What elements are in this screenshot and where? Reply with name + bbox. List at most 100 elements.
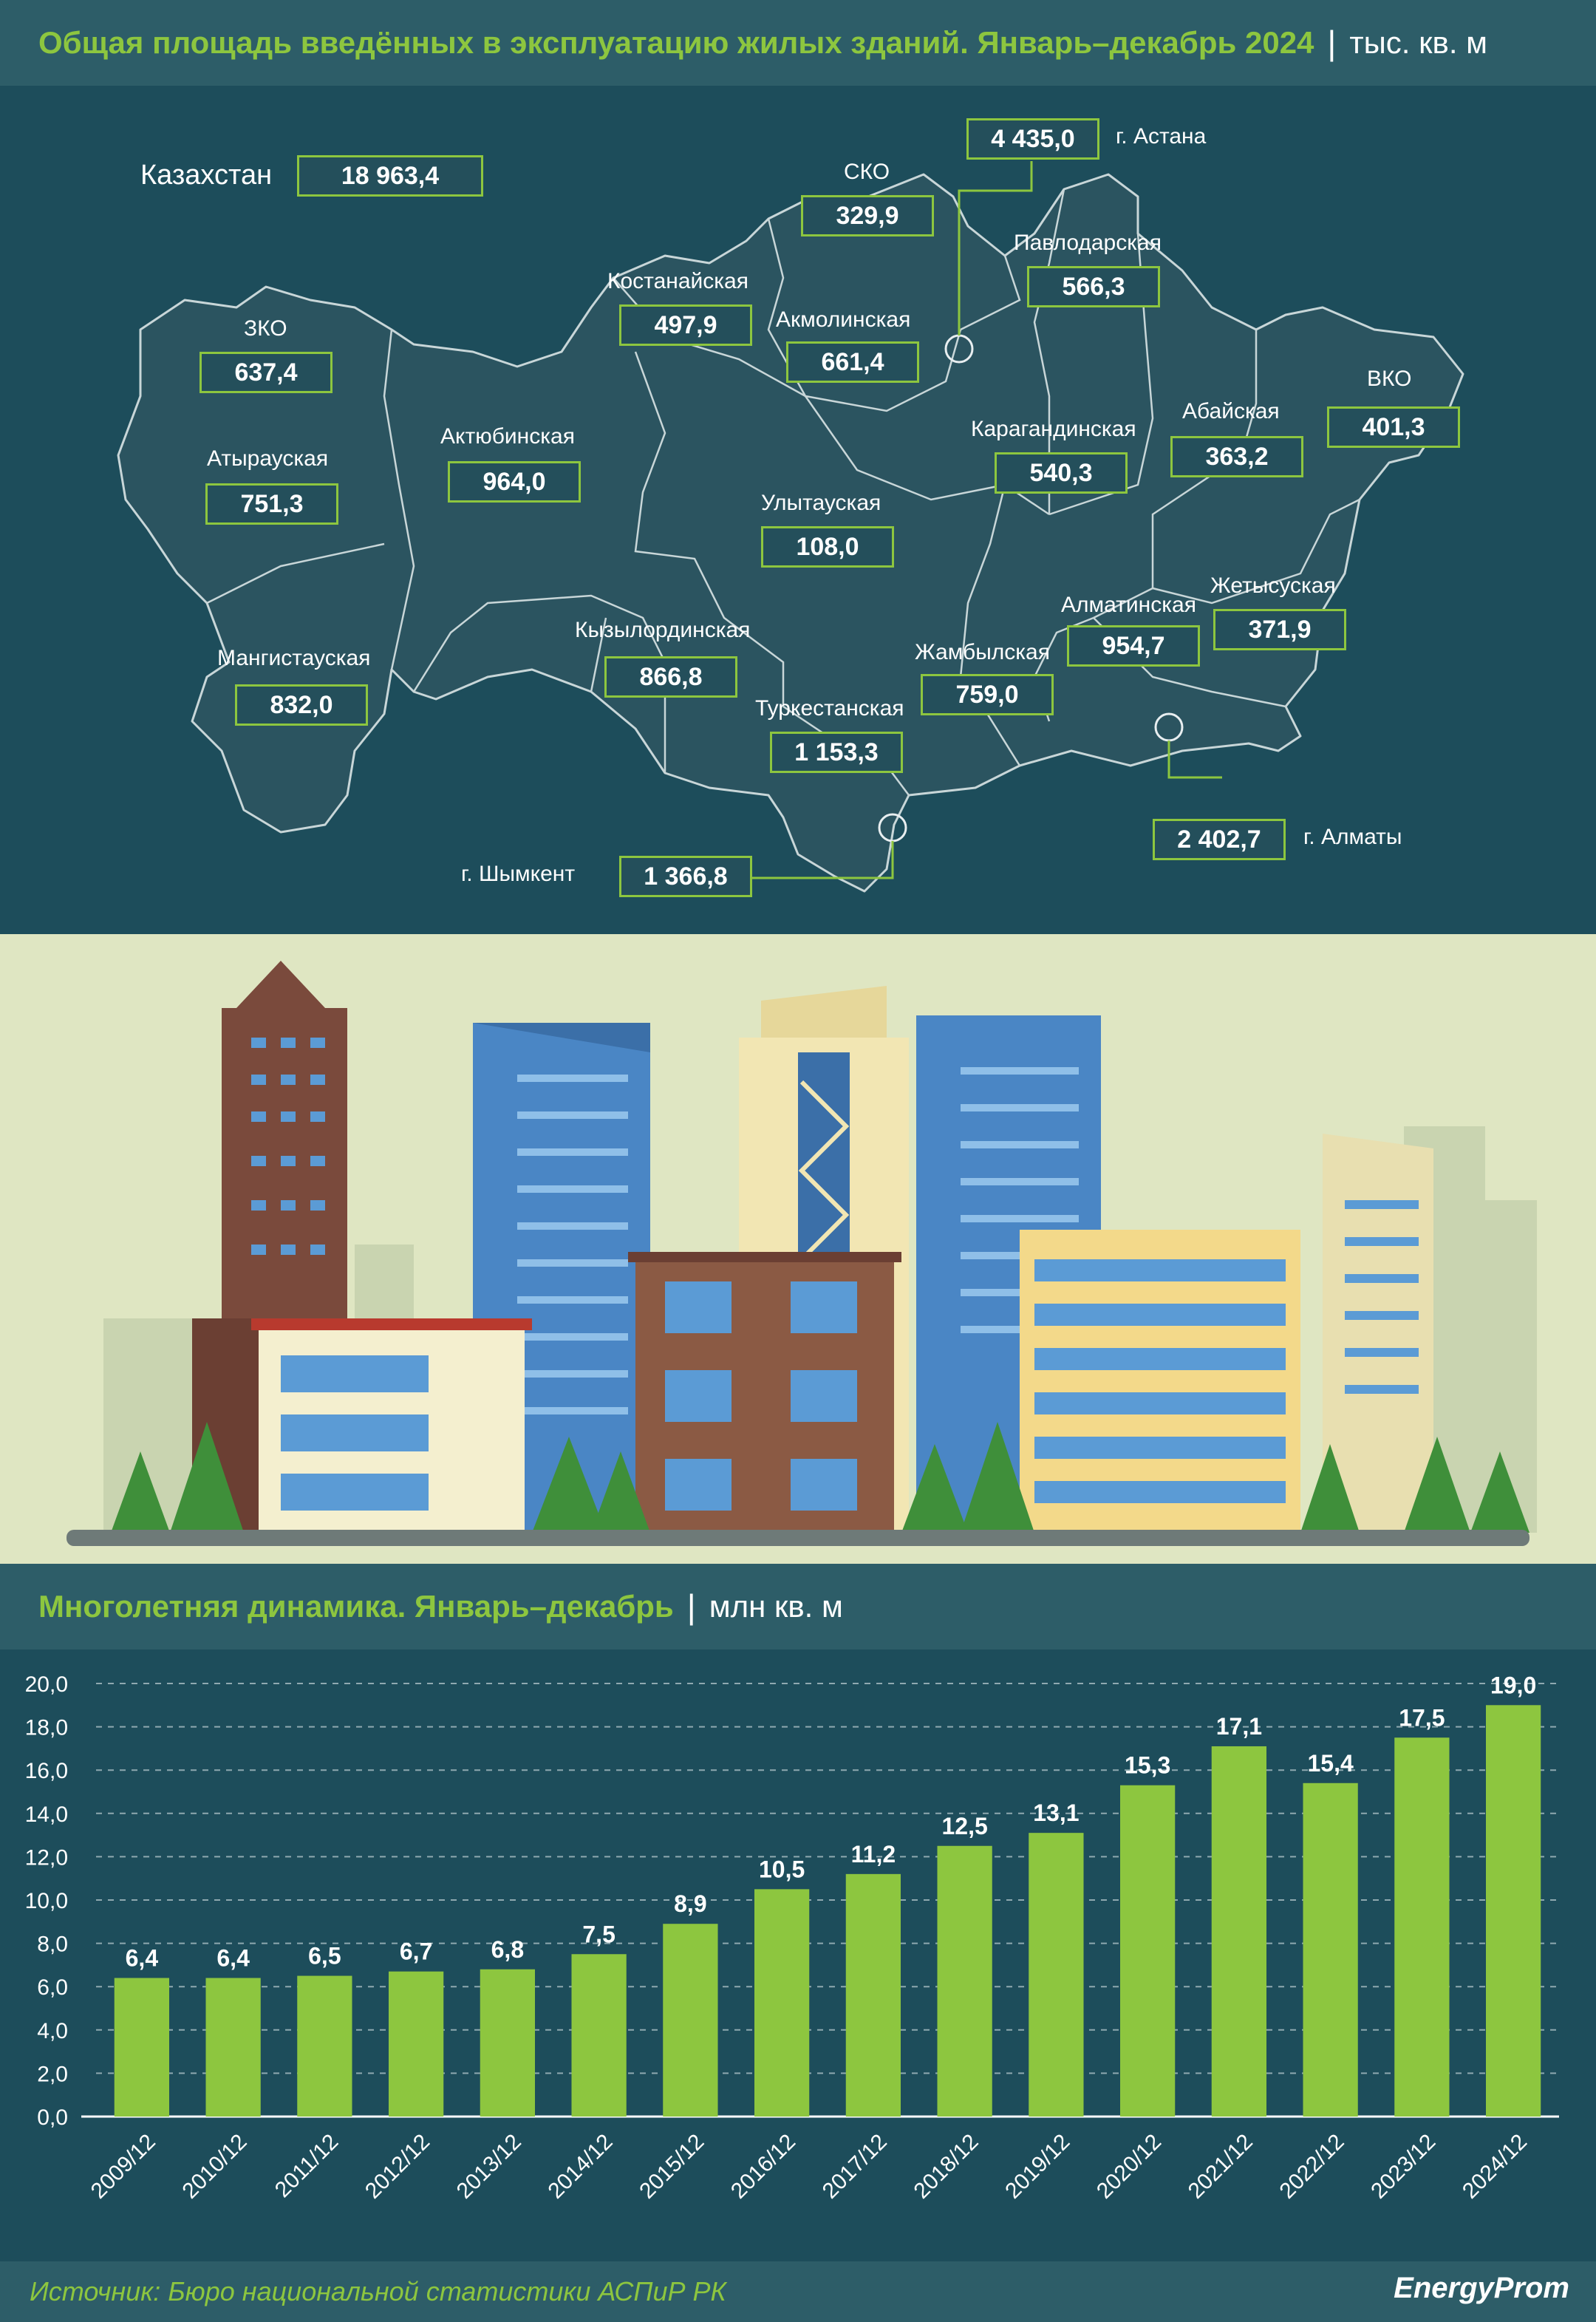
bar-value-label: 8,9 <box>674 1890 706 1917</box>
x-tick-label: 2017/12 <box>818 2130 892 2204</box>
region-value-aktobe: 964,0 <box>448 461 581 503</box>
bar <box>297 1975 352 2117</box>
region-value-shymkent: 1 366,8 <box>619 856 752 897</box>
region-name-shymkent: г. Шымкент <box>461 862 576 886</box>
region-name-kyzylorda: Кызылординская <box>575 618 751 642</box>
region-name-atyrau: Атырауская <box>207 446 329 471</box>
x-tick-label: 2018/12 <box>910 2130 983 2204</box>
region-value-kyzylorda: 866,8 <box>604 656 737 698</box>
title-separator: | <box>1327 24 1337 62</box>
bar-value-label: 6,8 <box>491 1936 524 1963</box>
source-note: Источник: Бюро национальной статистики А… <box>30 2276 726 2306</box>
region-name-zko: ЗКО <box>244 316 287 341</box>
bar-value-label: 17,1 <box>1216 1713 1262 1740</box>
region-value-zhambyl: 759,0 <box>921 674 1054 715</box>
dynamics-title: Многолетняя динамика. Январь–декабрь <box>38 1589 674 1624</box>
region-value-mangystau: 832,0 <box>235 684 368 726</box>
region-value-karaganda: 540,3 <box>995 452 1128 494</box>
y-tick-label: 8,0 <box>37 1933 68 1957</box>
bar-value-label: 17,5 <box>1399 1704 1445 1731</box>
region-name-karaganda: Карагандинская <box>971 417 1136 441</box>
bar <box>754 1889 810 2117</box>
y-tick-label: 18,0 <box>25 1716 68 1740</box>
bar-value-label: 15,4 <box>1307 1750 1353 1777</box>
footer: Источник: Бюро национальной статистики А… <box>0 2261 1596 2322</box>
dynamics-unit: млн кв. м <box>709 1589 843 1624</box>
y-tick-label: 10,0 <box>25 1889 68 1913</box>
region-name-sko: СКО <box>844 160 890 184</box>
bar <box>205 1978 261 2117</box>
x-tick-label: 2023/12 <box>1366 2130 1440 2204</box>
x-tick-label: 2014/12 <box>544 2130 618 2204</box>
title-bar: Общая площадь введённых в эксплуатацию ж… <box>0 0 1596 86</box>
page-title: Общая площадь введённых в эксплуатацию ж… <box>38 25 1314 60</box>
y-tick-label: 6,0 <box>37 1975 68 2000</box>
region-name-pavlodar: Павлодарская <box>1014 231 1162 255</box>
bar <box>1120 1785 1176 2117</box>
region-value-almaty-city: 2 402,7 <box>1153 819 1286 860</box>
x-tick-label: 2010/12 <box>178 2130 252 2204</box>
y-tick-label: 0,0 <box>37 2105 68 2130</box>
bar-value-label: 6,4 <box>216 1944 250 1971</box>
region-value-akmola: 661,4 <box>786 341 919 383</box>
region-value-sko: 329,9 <box>801 195 934 236</box>
bar <box>663 1924 718 2117</box>
bar-value-label: 11,2 <box>851 1841 896 1868</box>
kazakhstan-label: Казахстан <box>140 160 273 191</box>
region-name-ulytau: Улытауская <box>761 491 881 515</box>
x-tick-label: 2019/12 <box>1000 2130 1074 2204</box>
region-value-zko: 637,4 <box>200 352 332 393</box>
bar-value-label: 19,0 <box>1490 1672 1536 1698</box>
bar <box>1211 1746 1266 2117</box>
y-tick-label: 14,0 <box>25 1802 68 1827</box>
bar <box>845 1873 901 2117</box>
region-name-almaty-city: г. Алматы <box>1303 825 1402 849</box>
bar <box>480 1969 535 2117</box>
region-name-turkestan: Туркестанская <box>755 696 904 721</box>
x-tick-label: 2012/12 <box>361 2130 434 2204</box>
x-tick-label: 2016/12 <box>726 2130 800 2204</box>
bar <box>114 1978 169 2117</box>
bar-value-label: 6,4 <box>126 1944 159 1971</box>
y-tick-label: 2,0 <box>37 2062 68 2086</box>
dynamics-title-bar: Многолетняя динамика. Январь–декабрь | м… <box>0 1564 1596 1649</box>
y-tick-label: 16,0 <box>25 1759 68 1783</box>
region-value-atyrau: 751,3 <box>205 483 338 525</box>
x-tick-label: 2024/12 <box>1458 2130 1532 2204</box>
x-tick-label: 2011/12 <box>270 2130 343 2202</box>
x-tick-label: 2013/12 <box>452 2130 526 2204</box>
y-tick-label: 20,0 <box>25 1672 68 1697</box>
region-name-abay: Абайская <box>1182 399 1280 423</box>
region-value-zhetysu: 371,9 <box>1213 609 1346 650</box>
city-skyline-illustration <box>66 961 1537 1546</box>
bar-value-label: 6,5 <box>308 1943 341 1969</box>
dynamics-title-separator: | <box>686 1587 696 1626</box>
x-tick-label: 2020/12 <box>1092 2130 1166 2204</box>
brand-logo: EnergyProm <box>1394 2272 1569 2304</box>
bar <box>1486 1705 1541 2117</box>
bar <box>937 1845 992 2117</box>
region-name-kostanay: Костанайская <box>607 269 748 293</box>
region-name-aktobe: Актюбинская <box>440 424 575 449</box>
x-tick-label: 2022/12 <box>1275 2130 1349 2204</box>
bar-value-label: 10,5 <box>759 1856 805 1882</box>
bar <box>571 1954 627 2117</box>
city-illustration <box>0 934 1596 1564</box>
region-value-ulytau: 108,0 <box>761 526 894 568</box>
bar-value-label: 15,3 <box>1125 1752 1170 1779</box>
region-name-almaty-region: Алматинская <box>1061 593 1196 617</box>
region-value-turkestan: 1 153,3 <box>770 732 903 773</box>
region-name-vko: ВКО <box>1367 367 1412 391</box>
bar-value-label: 12,5 <box>941 1813 987 1839</box>
bar-value-label: 7,5 <box>582 1921 615 1947</box>
region-value-almaty-region: 954,7 <box>1067 625 1200 667</box>
region-value-astana: 4 435,0 <box>966 118 1099 160</box>
region-name-astana: г. Астана <box>1116 124 1207 149</box>
bar-value-label: 6,7 <box>400 1938 432 1965</box>
x-tick-label: 2009/12 <box>86 2130 160 2204</box>
region-name-akmola: Акмолинская <box>776 307 911 332</box>
bar <box>1394 1737 1450 2117</box>
bar <box>1029 1833 1084 2117</box>
bar <box>1303 1783 1358 2117</box>
region-name-mangystau: Мангистауская <box>217 646 371 670</box>
